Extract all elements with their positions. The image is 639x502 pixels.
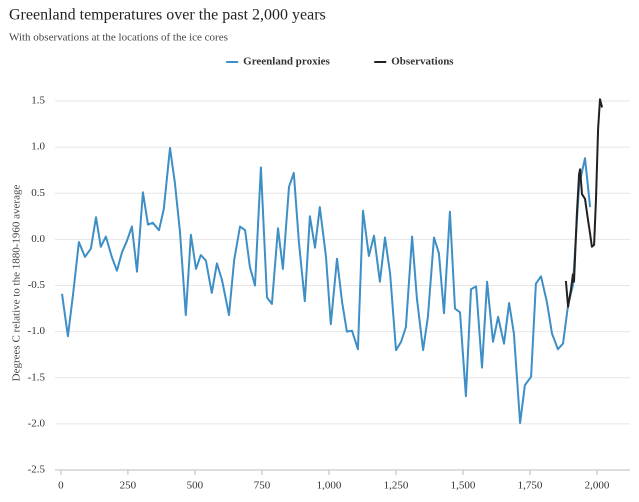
- x-tick-label: 1,750: [518, 480, 543, 492]
- y-tick-label: 0.5: [31, 187, 45, 199]
- y-tick-label: -2.0: [28, 417, 46, 429]
- x-tick-label: 500: [187, 480, 204, 492]
- x-tick-label: 1,000: [317, 480, 342, 492]
- legend-label: Observations: [391, 56, 454, 68]
- x-tick-label: 250: [120, 480, 137, 492]
- x-tick-label: 2,000: [585, 480, 610, 492]
- y-tick-label: 1.5: [31, 95, 45, 107]
- y-tick-label: 1.0: [31, 141, 45, 153]
- y-tick-label: -0.5: [28, 279, 46, 291]
- y-tick-label: -2.5: [28, 464, 46, 476]
- y-tick-label: -1.5: [28, 371, 46, 383]
- y-tick-label: 0.0: [31, 233, 45, 245]
- x-tick-label: 1,250: [384, 480, 409, 492]
- x-tick-label: 750: [254, 480, 271, 492]
- series-line: [564, 98, 604, 308]
- x-tick-label: 1,500: [451, 480, 476, 492]
- y-tick-label: -1.0: [28, 325, 46, 337]
- x-tick-label: 0: [58, 480, 64, 492]
- chart-subtitle: With observations at the locations of th…: [9, 32, 228, 44]
- legend-label: Greenland proxies: [243, 56, 330, 68]
- chart-title: Greenland temperatures over the past 2,0…: [9, 7, 326, 24]
- y-axis-label: Degrees C relative to the 1880-1960 aver…: [11, 185, 23, 382]
- series-line: [61, 147, 592, 424]
